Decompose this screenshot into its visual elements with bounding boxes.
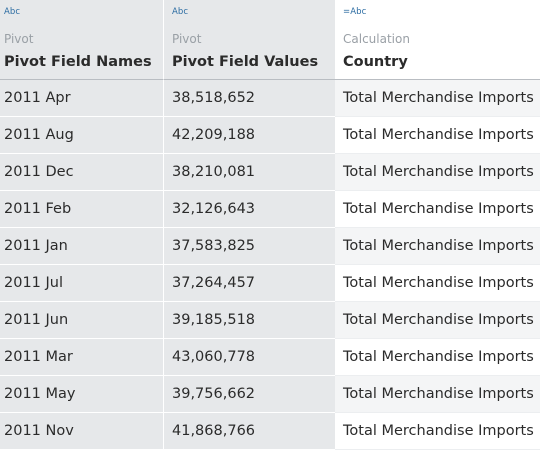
country-cell[interactable]: Total Merchandise Imports <box>335 339 540 376</box>
pivot-field-values-cell[interactable]: 43,060,778 <box>163 339 335 376</box>
pivot-field-values-cell[interactable]: 39,756,662 <box>163 376 335 413</box>
column-name[interactable]: Pivot Field Names <box>4 54 152 70</box>
column-name[interactable]: Country <box>343 54 408 70</box>
pivot-field-values-cell[interactable]: 41,868,766 <box>163 413 335 450</box>
pivot-field-names-cell[interactable]: 2011 Mar <box>0 339 163 376</box>
country-cell[interactable]: Total Merchandise Imports <box>335 228 540 265</box>
pivot-field-names-cell[interactable]: 2011 Nov <box>0 413 163 450</box>
column-origin-label: Pivot <box>172 32 202 46</box>
column-origin-label: Calculation <box>343 32 410 46</box>
pivot-field-names-cell[interactable]: 2011 Feb <box>0 191 163 228</box>
pivot-field-values-cell[interactable]: 32,126,643 <box>163 191 335 228</box>
calculated-string-type-icon[interactable]: =Abc <box>343 7 367 17</box>
column-header-pivot-field-values[interactable]: Abc Pivot Pivot Field Values <box>163 0 335 80</box>
string-type-icon[interactable]: Abc <box>4 7 21 17</box>
string-type-icon[interactable]: Abc <box>172 7 189 17</box>
country-cell[interactable]: Total Merchandise Imports <box>335 80 540 117</box>
column-name[interactable]: Pivot Field Values <box>172 54 319 70</box>
pivot-field-names-cell[interactable]: 2011 Dec <box>0 154 163 191</box>
country-cell[interactable]: Total Merchandise Imports <box>335 191 540 228</box>
country-cell[interactable]: Total Merchandise Imports <box>335 302 540 339</box>
pivot-field-names-cell[interactable]: 2011 Aug <box>0 117 163 154</box>
pivot-field-values-cell[interactable]: 38,518,652 <box>163 80 335 117</box>
pivot-field-names-cell[interactable]: 2011 May <box>0 376 163 413</box>
country-cell[interactable]: Total Merchandise Imports <box>335 413 540 450</box>
country-cell[interactable]: Total Merchandise Imports <box>335 154 540 191</box>
pivot-field-values-cell[interactable]: 37,583,825 <box>163 228 335 265</box>
pivot-field-names-cell[interactable]: 2011 Jan <box>0 228 163 265</box>
pivot-field-values-cell[interactable]: 42,209,188 <box>163 117 335 154</box>
country-cell[interactable]: Total Merchandise Imports <box>335 117 540 154</box>
pivot-field-names-cell[interactable]: 2011 Jun <box>0 302 163 339</box>
pivot-field-names-cell[interactable]: 2011 Jul <box>0 265 163 302</box>
column-header-pivot-field-names[interactable]: Abc Pivot Pivot Field Names <box>0 0 163 80</box>
pivot-field-values-cell[interactable]: 38,210,081 <box>163 154 335 191</box>
country-cell[interactable]: Total Merchandise Imports <box>335 265 540 302</box>
column-header-country[interactable]: =Abc Calculation Country <box>335 0 540 80</box>
pivot-field-values-cell[interactable]: 37,264,457 <box>163 265 335 302</box>
column-origin-label: Pivot <box>4 32 34 46</box>
pivot-field-names-cell[interactable]: 2011 Apr <box>0 80 163 117</box>
pivot-field-values-cell[interactable]: 39,185,518 <box>163 302 335 339</box>
country-cell[interactable]: Total Merchandise Imports <box>335 376 540 413</box>
